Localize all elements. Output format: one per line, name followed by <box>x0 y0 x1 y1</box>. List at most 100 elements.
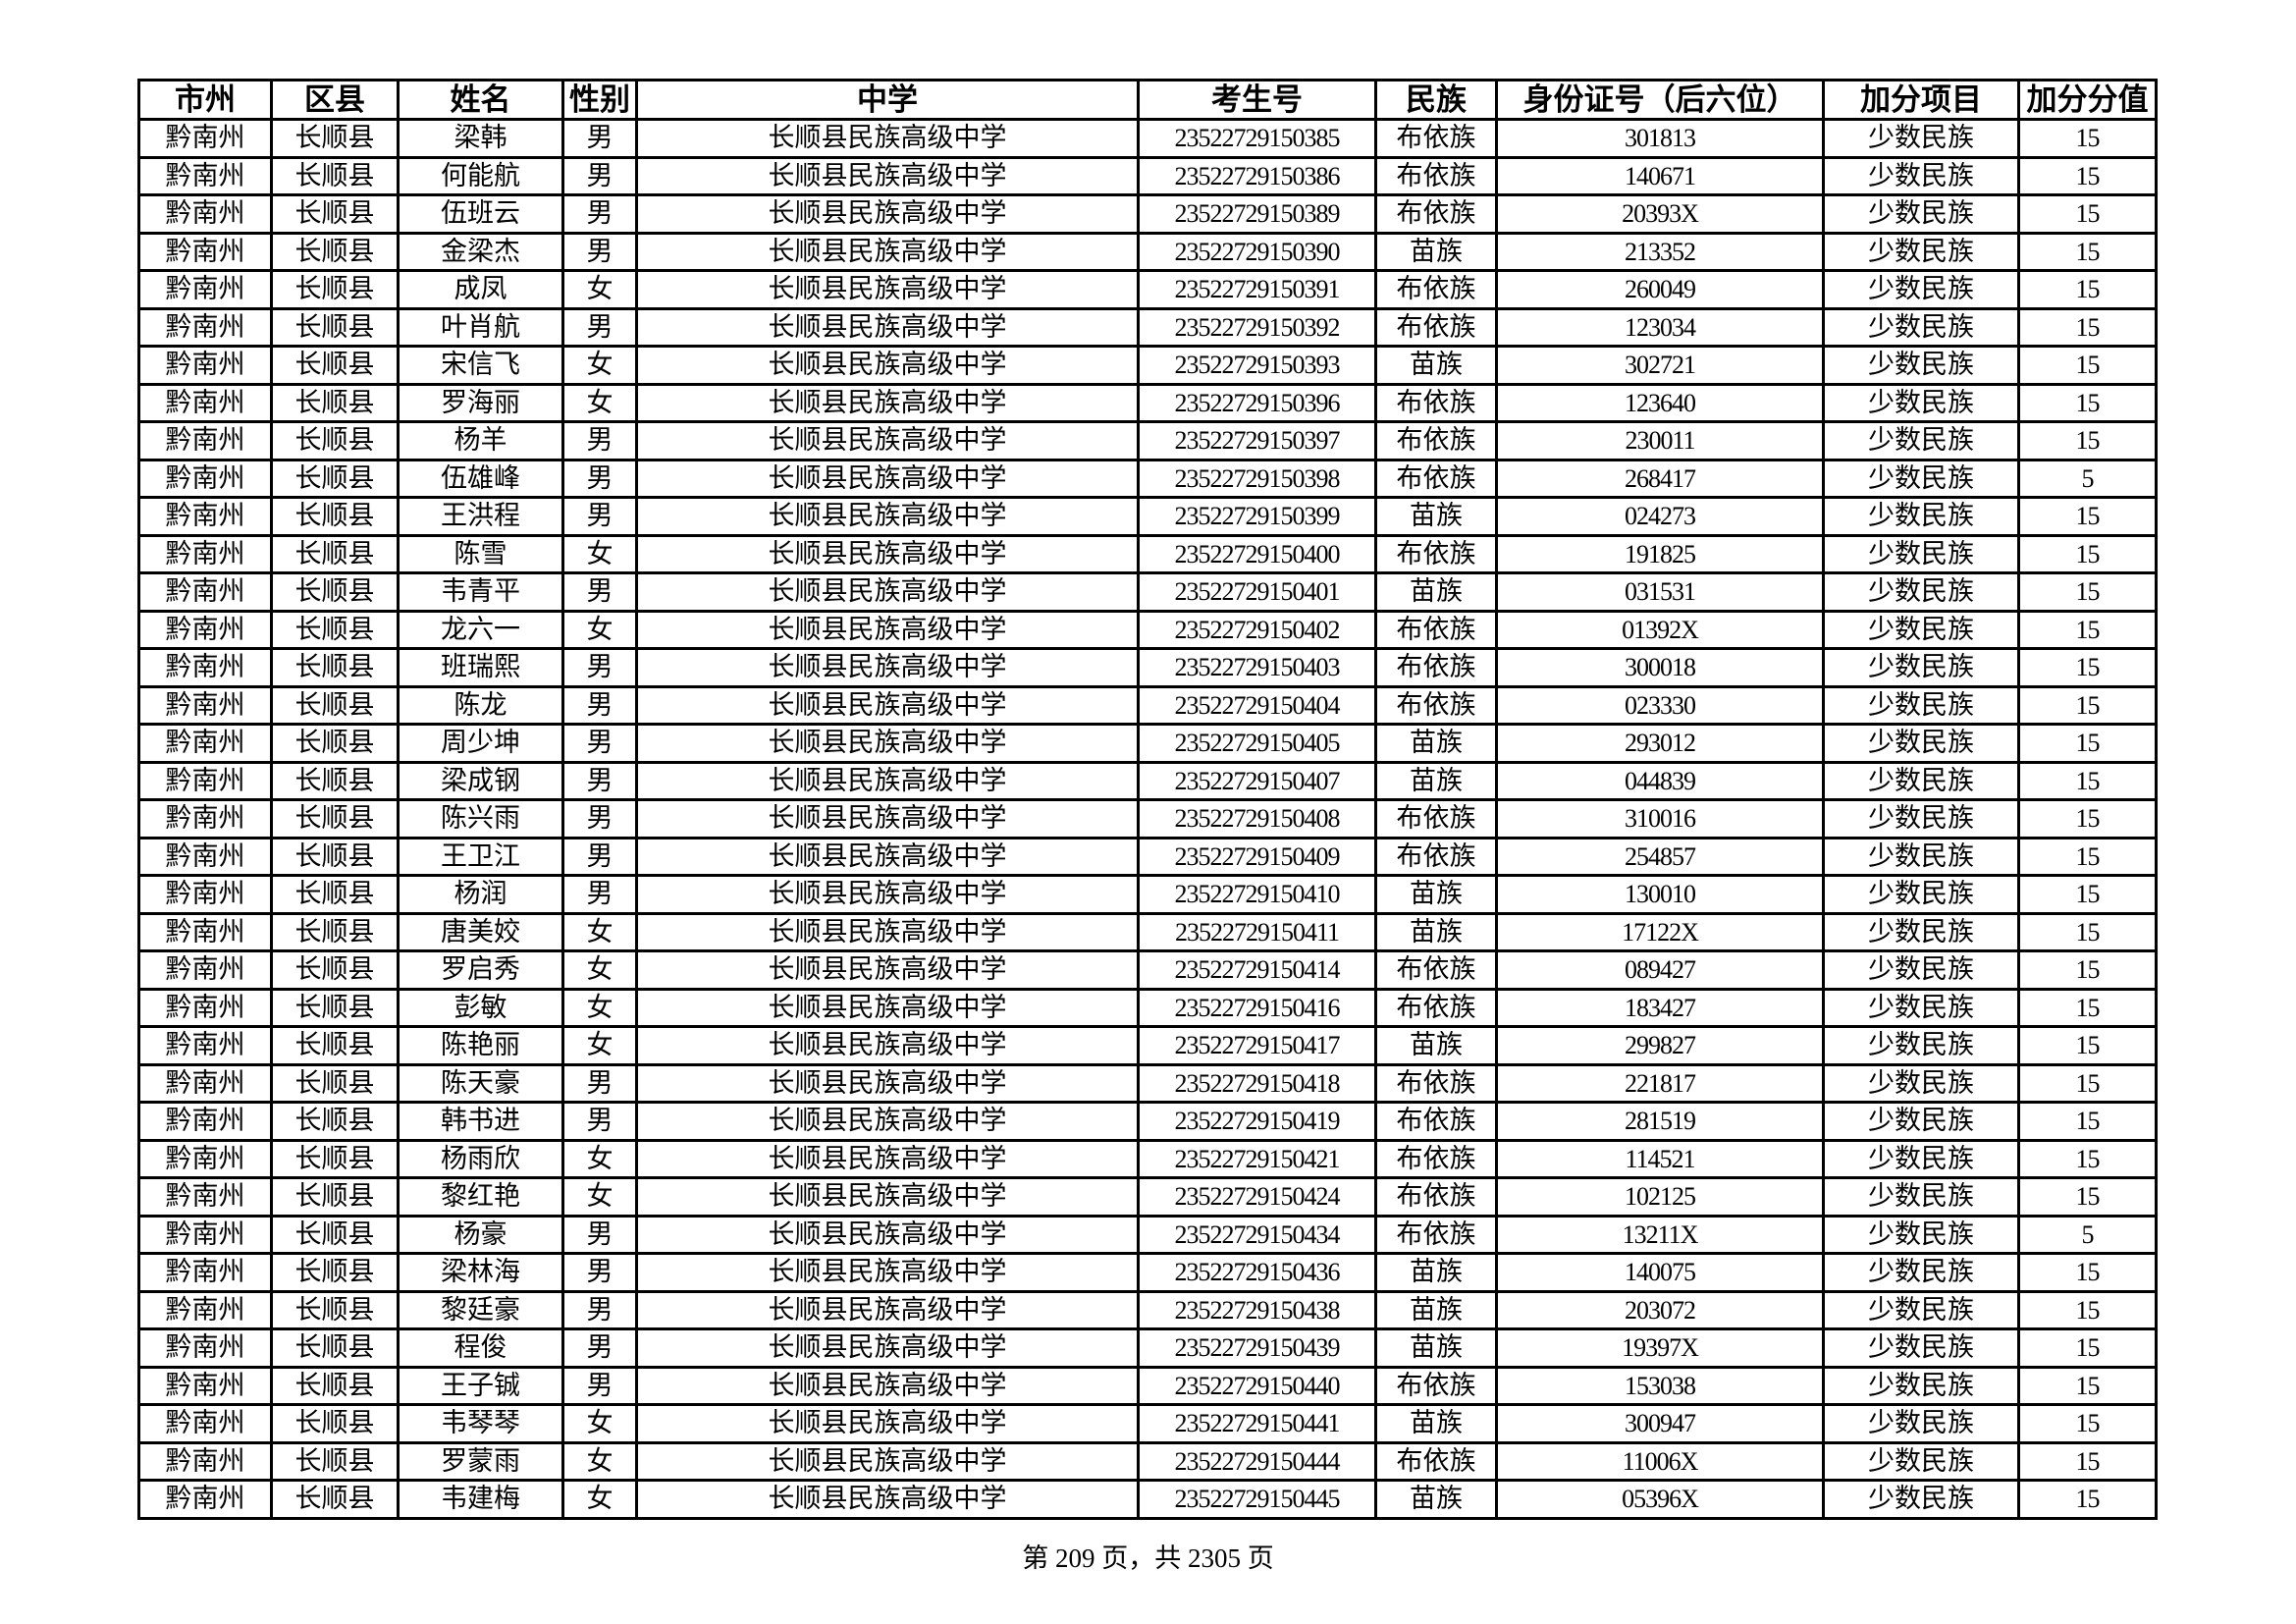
cell-bonus-value: 15 <box>2017 836 2158 877</box>
cell-id-last-six: 213352 <box>1495 231 1825 272</box>
cell-bonus-value: 15 <box>2017 1025 2158 1066</box>
cell-ethnicity: 苗族 <box>1374 911 1498 952</box>
cell-bonus-item: 少数民族 <box>1822 193 2020 235</box>
cell-bonus-value: 15 <box>2017 949 2158 991</box>
table-row: 黔南州 长顺县 王卫江男长顺县民族高级中学 23522729150409 布依族 2548… <box>137 836 2158 877</box>
cell-exam-number: 23522729150400 <box>1137 533 1377 574</box>
table-row: 黔南州 长顺县 程俊男长顺县民族高级中学 23522729150439 苗族 19397X… <box>137 1327 2158 1369</box>
cell-id-last-six: 310016 <box>1495 798 1825 839</box>
cell-school: 长顺县民族高级中学 <box>635 496 1140 537</box>
cell-bonus-value: 15 <box>2017 1289 2158 1330</box>
cell-county: 长顺县 <box>270 1101 400 1142</box>
table-row: 黔南州 长顺县 梁成钢男长顺县民族高级中学 23522729150407 苗族 04483… <box>137 760 2158 801</box>
cell-county: 长顺县 <box>270 345 400 386</box>
cell-exam-number: 23522729150408 <box>1137 798 1377 839</box>
cell-id-last-six: 140671 <box>1495 155 1825 196</box>
cell-ethnicity: 布依族 <box>1374 382 1498 423</box>
cell-exam-number: 23522729150396 <box>1137 382 1377 423</box>
cell-county: 长顺县 <box>270 458 400 499</box>
table-row: 黔南州 长顺县 班瑞熙男长顺县民族高级中学 23522729150403 布依族 3000… <box>137 647 2158 688</box>
table-row: 黔南州 长顺县 陈艳丽女长顺县民族高级中学 23522729150417 苗族 29982… <box>137 1025 2158 1066</box>
cell-exam-number: 23522729150436 <box>1137 1252 1377 1293</box>
cell-ethnicity: 布依族 <box>1374 193 1498 235</box>
cell-county: 长顺县 <box>270 1025 400 1066</box>
cell-county: 长顺县 <box>270 836 400 877</box>
cell-bonus-item: 少数民族 <box>1822 306 2020 348</box>
cell-name: 陈龙 <box>397 684 564 726</box>
cell-school: 长顺县民族高级中学 <box>635 609 1140 650</box>
column-header-ethnicity: 民族 <box>1374 79 1498 121</box>
cell-bonus-item: 少数民族 <box>1822 1025 2020 1066</box>
cell-city: 黔南州 <box>137 911 273 952</box>
cell-id-last-six: 17122X <box>1495 911 1825 952</box>
table-row: 黔南州 长顺县 叶肖航男长顺县民族高级中学 23522729150392 布依族 1230… <box>137 306 2158 348</box>
cell-exam-number: 23522729150403 <box>1137 647 1377 688</box>
cell-id-last-six: 153038 <box>1495 1365 1825 1406</box>
cell-bonus-value: 15 <box>2017 911 2158 952</box>
cell-name: 罗蒙雨 <box>397 1440 564 1482</box>
cell-school: 长顺县民族高级中学 <box>635 1101 1140 1142</box>
cell-county: 长顺县 <box>270 647 400 688</box>
cell-bonus-value: 15 <box>2017 1101 2158 1142</box>
cell-gender: 男 <box>561 1214 638 1255</box>
cell-gender: 女 <box>561 949 638 991</box>
cell-name: 梁林海 <box>397 1252 564 1293</box>
cell-bonus-item: 少数民族 <box>1822 1176 2020 1218</box>
cell-county: 长顺县 <box>270 760 400 801</box>
cell-name: 韦琴琴 <box>397 1403 564 1444</box>
cell-bonus-value: 15 <box>2017 193 2158 235</box>
cell-id-last-six: 183427 <box>1495 987 1825 1028</box>
cell-gender: 男 <box>561 306 638 348</box>
cell-bonus-item: 少数民族 <box>1822 987 2020 1028</box>
cell-ethnicity: 苗族 <box>1374 496 1498 537</box>
cell-bonus-value: 5 <box>2017 1214 2158 1255</box>
cell-school: 长顺县民族高级中学 <box>635 911 1140 952</box>
cell-id-last-six: 11006X <box>1495 1440 1825 1482</box>
cell-county: 长顺县 <box>270 420 400 461</box>
cell-exam-number: 23522729150399 <box>1137 496 1377 537</box>
cell-city: 黔南州 <box>137 458 273 499</box>
cell-name: 王卫江 <box>397 836 564 877</box>
cell-gender: 男 <box>561 798 638 839</box>
cell-city: 黔南州 <box>137 571 273 613</box>
cell-county: 长顺县 <box>270 269 400 310</box>
cell-ethnicity: 苗族 <box>1374 760 1498 801</box>
cell-bonus-value: 15 <box>2017 496 2158 537</box>
cell-exam-number: 23522729150386 <box>1137 155 1377 196</box>
cell-school: 长顺县民族高级中学 <box>635 1289 1140 1330</box>
cell-bonus-item: 少数民族 <box>1822 1214 2020 1255</box>
cell-name: 杨雨欣 <box>397 1138 564 1179</box>
cell-bonus-value: 15 <box>2017 1062 2158 1104</box>
cell-school: 长顺县民族高级中学 <box>635 118 1140 159</box>
cell-id-last-six: 123640 <box>1495 382 1825 423</box>
cell-gender: 女 <box>561 1479 638 1520</box>
table-row: 黔南州 长顺县 黎廷豪男长顺县民族高级中学 23522729150438 苗族 20307… <box>137 1289 2158 1330</box>
column-header-city: 市州 <box>137 79 273 121</box>
cell-school: 长顺县民族高级中学 <box>635 1479 1140 1520</box>
cell-bonus-item: 少数民族 <box>1822 1289 2020 1330</box>
cell-city: 黔南州 <box>137 1214 273 1255</box>
table-row: 黔南州 长顺县 王子铖男长顺县民族高级中学 23522729150440 布依族 1530… <box>137 1365 2158 1406</box>
cell-school: 长顺县民族高级中学 <box>635 306 1140 348</box>
table-row: 黔南州 长顺县 梁林海男长顺县民族高级中学 23522729150436 苗族 14007… <box>137 1252 2158 1293</box>
table-row: 黔南州 长顺县 陈雪女长顺县民族高级中学 23522729150400 布依族 19182… <box>137 533 2158 574</box>
cell-bonus-value: 15 <box>2017 874 2158 915</box>
cell-name: 王子铖 <box>397 1365 564 1406</box>
cell-id-last-six: 01392X <box>1495 609 1825 650</box>
table-row: 黔南州 长顺县 梁韩男长顺县民族高级中学 23522729150385 布依族 30181… <box>137 118 2158 159</box>
cell-city: 黔南州 <box>137 382 273 423</box>
cell-name: 金梁杰 <box>397 231 564 272</box>
cell-exam-number: 23522729150441 <box>1137 1403 1377 1444</box>
table-row: 黔南州 长顺县 杨豪男长顺县民族高级中学 23522729150434 布依族 13211… <box>137 1214 2158 1255</box>
cell-id-last-six: 024273 <box>1495 496 1825 537</box>
table-row: 黔南州 长顺县 彭敏女长顺县民族高级中学 23522729150416 布依族 18342… <box>137 987 2158 1028</box>
cell-name: 叶肖航 <box>397 306 564 348</box>
cell-county: 长顺县 <box>270 382 400 423</box>
cell-city: 黔南州 <box>137 118 273 159</box>
cell-bonus-item: 少数民族 <box>1822 118 2020 159</box>
cell-gender: 男 <box>561 155 638 196</box>
cell-school: 长顺县民族高级中学 <box>635 874 1140 915</box>
table-row: 黔南州 长顺县 宋信飞女长顺县民族高级中学 23522729150393 苗族 30272… <box>137 345 2158 386</box>
cell-exam-number: 23522729150407 <box>1137 760 1377 801</box>
cell-gender: 男 <box>561 496 638 537</box>
